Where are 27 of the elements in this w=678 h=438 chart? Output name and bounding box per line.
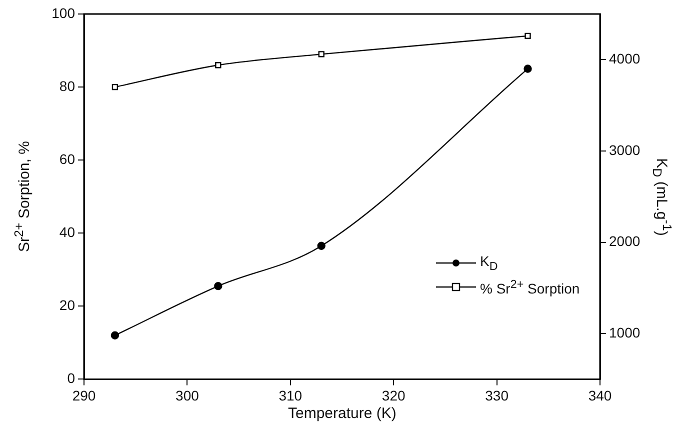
point <box>524 64 532 73</box>
y-tick-label: 80 <box>59 78 76 94</box>
y-tick-label: 100 <box>52 4 76 21</box>
point <box>317 242 326 250</box>
y-tick-label: 20 <box>59 297 76 314</box>
legend-label: % Sr$^{2+}$ Sorption <box>480 278 580 297</box>
point <box>110 331 120 340</box>
y-tick-label: 60 <box>59 150 76 167</box>
x-tick-label: 290 <box>72 387 96 404</box>
y2-tick-label: 3000 <box>609 142 640 158</box>
x-tick-label: 320 <box>382 387 406 404</box>
y-tick-label: 0 <box>67 370 76 386</box>
x-tick-label: 300 <box>176 387 200 404</box>
point <box>318 51 324 58</box>
point <box>112 84 118 90</box>
legend-label: K$_{D}$ <box>480 253 498 274</box>
x-axis-title: Temperature (K) <box>288 405 396 422</box>
x-tick-label: 330 <box>485 387 509 404</box>
y-tick-label: 40 <box>59 224 76 240</box>
x-tick-label: 340 <box>588 387 612 404</box>
y2-tick-label: 1000 <box>609 324 640 340</box>
y2-tick-label: 2000 <box>609 233 640 250</box>
y2-tick-label: 4000 <box>609 50 640 67</box>
point <box>524 32 531 39</box>
point <box>215 62 222 68</box>
x-tick-label: 310 <box>278 387 302 404</box>
point <box>214 282 222 290</box>
